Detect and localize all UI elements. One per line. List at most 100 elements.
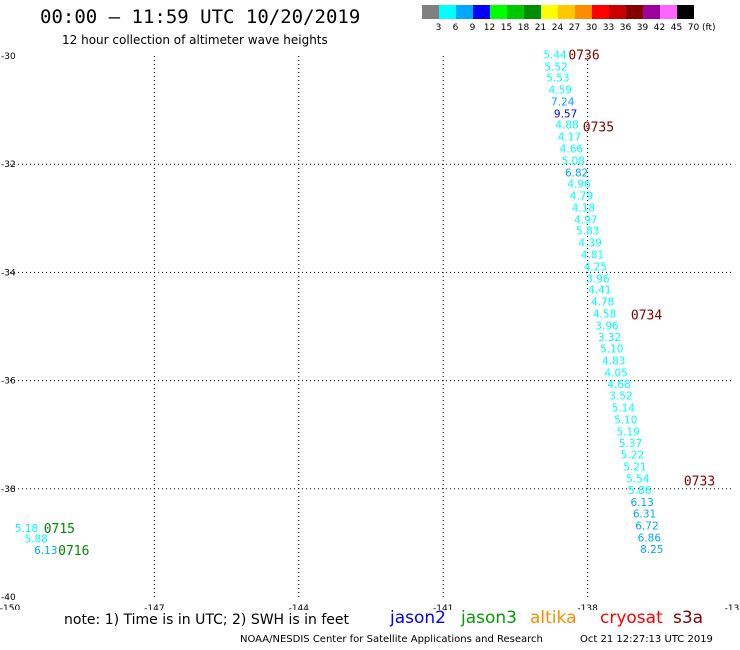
data-point-label: 4.79 — [570, 191, 593, 203]
legend-swatch-15 — [490, 5, 507, 19]
data-point-label: 4.39 — [578, 238, 601, 250]
data-point-label: 4.97 — [574, 214, 597, 226]
chart-title: 00:00 – 11:59 UTC 10/20/2019 — [40, 6, 361, 28]
legend-label-42: 42 — [653, 23, 666, 33]
legend-label-3: 3 — [435, 23, 442, 33]
legend-label-27: 27 — [568, 23, 581, 33]
footnote: note: 1) Time is in UTC; 2) SWH is in fe… — [64, 612, 350, 628]
legend-swatch-39 — [626, 5, 643, 19]
data-point-label: 5.08 — [562, 155, 585, 167]
legend-swatch-3 — [422, 5, 439, 19]
legend-label-33: 33 — [602, 23, 615, 33]
data-point-label: 4.59 — [549, 85, 572, 97]
legend-label-45: 45 — [670, 23, 683, 33]
y-tick-label: -40 — [1, 593, 16, 603]
y-tick-label: -34 — [1, 268, 16, 278]
data-point-label: 4.83 — [602, 356, 625, 368]
data-point-label: 4.78 — [591, 297, 614, 309]
legend-label-15: 15 — [500, 23, 513, 33]
data-point-label: 4.18 — [572, 202, 595, 214]
y-tick-label: -36 — [1, 377, 16, 387]
chart-subtitle: 12 hour collection of altimeter wave hei… — [62, 33, 328, 47]
time-label: 0735 — [583, 120, 614, 135]
legend-label-30: 30 — [585, 23, 598, 33]
time-label: 0734 — [631, 309, 662, 324]
x-tick-label: -150 — [0, 604, 20, 610]
y-tick-label: -30 — [1, 52, 16, 62]
data-point-label: 6.86 — [638, 532, 662, 544]
data-point-label: 5.88 — [24, 534, 47, 546]
y-tick-label: -32 — [1, 160, 16, 170]
data-point-label: 5.22 — [621, 450, 644, 462]
legend-label-36: 36 — [619, 23, 632, 33]
x-tick-label: -147 — [144, 604, 164, 610]
legend-swatch-9 — [456, 5, 473, 19]
timestamp-text: Oct 21 12:27:13 UTC 2019 — [580, 634, 713, 645]
x-tick-label: -13 — [725, 604, 740, 610]
legend-label-12: 12 — [483, 23, 496, 33]
data-point-label: 4.17 — [558, 132, 581, 144]
data-point-label: 4.88 — [555, 120, 578, 132]
data-point-label: 4.68 — [607, 379, 630, 391]
data-point-label: 6.82 — [565, 167, 588, 179]
legend-swatch-24 — [541, 5, 558, 19]
time-label: 0733 — [684, 475, 715, 490]
legend-label-6: 6 — [452, 23, 459, 33]
satellite-s3a: s3a — [673, 608, 704, 628]
data-point-label: 3.32 — [598, 332, 621, 344]
data-point-label: 6.31 — [633, 509, 656, 521]
legend-label-21: 21 — [534, 23, 547, 33]
data-point-label: 5.18 — [15, 523, 38, 535]
legend-label-70: 70 — [687, 23, 700, 33]
altimeter-chart: -150 -147 -144 -141 -138 -13 -30 -32 -34 -36 -38 -4… — [0, 48, 740, 610]
data-point-label: 6.13 — [34, 545, 57, 557]
data-point-label: 4.41 — [588, 285, 611, 297]
legend-unit: (ft) — [702, 23, 716, 33]
legend-label-9: 9 — [469, 23, 476, 33]
legend-swatch-33 — [592, 5, 609, 19]
data-point-label: 6.13 — [630, 497, 653, 509]
data-point-label: 5.19 — [616, 426, 639, 438]
time-label: 0716 — [58, 544, 89, 559]
legend-label-18: 18 — [517, 23, 530, 33]
legend-swatch-70 — [677, 5, 694, 19]
satellite-altika: altika — [530, 608, 577, 628]
y-tick-label: -38 — [1, 485, 16, 495]
data-point-label: 9.57 — [554, 108, 577, 120]
data-point-label: 5.53 — [546, 73, 569, 85]
legend-swatch-6 — [439, 5, 456, 19]
data-point-label: 5.44 — [543, 49, 567, 61]
data-point-label: 3.96 — [595, 320, 619, 332]
data-point-label: 5.37 — [619, 438, 642, 450]
data-point-label: 5.83 — [576, 226, 599, 238]
data-point-label: 4.81 — [581, 250, 604, 262]
data-point-label: 4.66 — [560, 144, 584, 156]
data-point-label: 3.52 — [609, 391, 632, 403]
legend-swatch-21 — [524, 5, 541, 19]
data-point-label: 4.96 — [567, 179, 591, 191]
x-tick-label: -144 — [289, 604, 310, 610]
legend-swatch-45 — [660, 5, 677, 19]
legend-label-39: 39 — [636, 23, 649, 33]
data-point-label: 5.21 — [623, 462, 646, 474]
data-point-label: 5.10 — [614, 415, 637, 427]
data-point-label: 4.05 — [604, 367, 627, 379]
legend-swatch-36 — [609, 5, 626, 19]
data-point-label: 4.58 — [593, 309, 616, 321]
satellite-jason3: jason3 — [461, 608, 517, 628]
satellite-jason2: jason2 — [390, 608, 446, 628]
data-point-label: 5.14 — [612, 403, 636, 415]
data-point-label: 8.25 — [640, 544, 663, 556]
x-tick-label: -138 — [577, 604, 598, 610]
legend-label-24: 24 — [551, 23, 564, 33]
legend-swatch-12 — [473, 5, 490, 19]
data-point-label: 5.10 — [600, 344, 623, 356]
data-point-label: 5.86 — [628, 485, 652, 497]
data-point-label: 4.25 — [584, 261, 607, 273]
x-tick-label: -141 — [433, 604, 453, 610]
time-label: 0736 — [568, 48, 599, 63]
data-point-label: 3.96 — [586, 273, 610, 285]
legend-swatch-42 — [643, 5, 660, 19]
time-label: 0715 — [44, 522, 75, 537]
legend-swatch-27 — [558, 5, 575, 19]
